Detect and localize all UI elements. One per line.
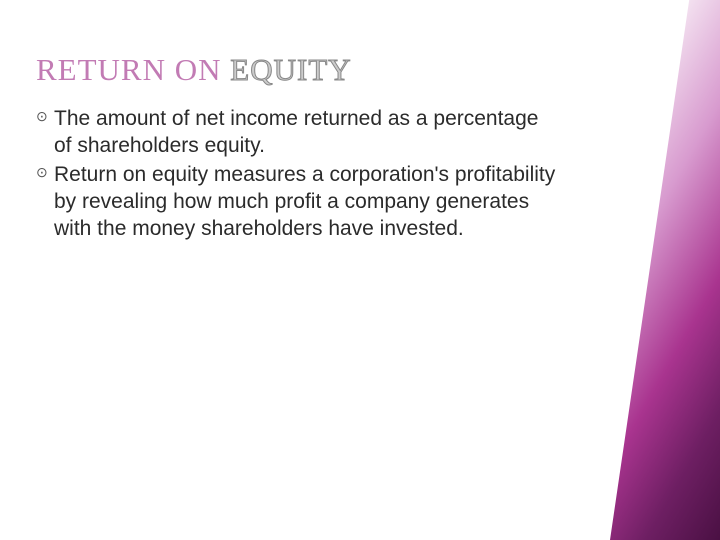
title-fill-text: RETURN ON <box>36 52 230 87</box>
list-item: Return on equity measures a corporation'… <box>36 162 556 243</box>
slide-container: RETURN ON EQUITY The amount of net incom… <box>0 0 720 540</box>
list-item: The amount of net income returned as a p… <box>36 106 556 160</box>
bullet-list: The amount of net income returned as a p… <box>36 106 556 242</box>
title-outline-text: EQUITY <box>230 52 351 87</box>
slide-title: RETURN ON EQUITY <box>36 52 680 88</box>
